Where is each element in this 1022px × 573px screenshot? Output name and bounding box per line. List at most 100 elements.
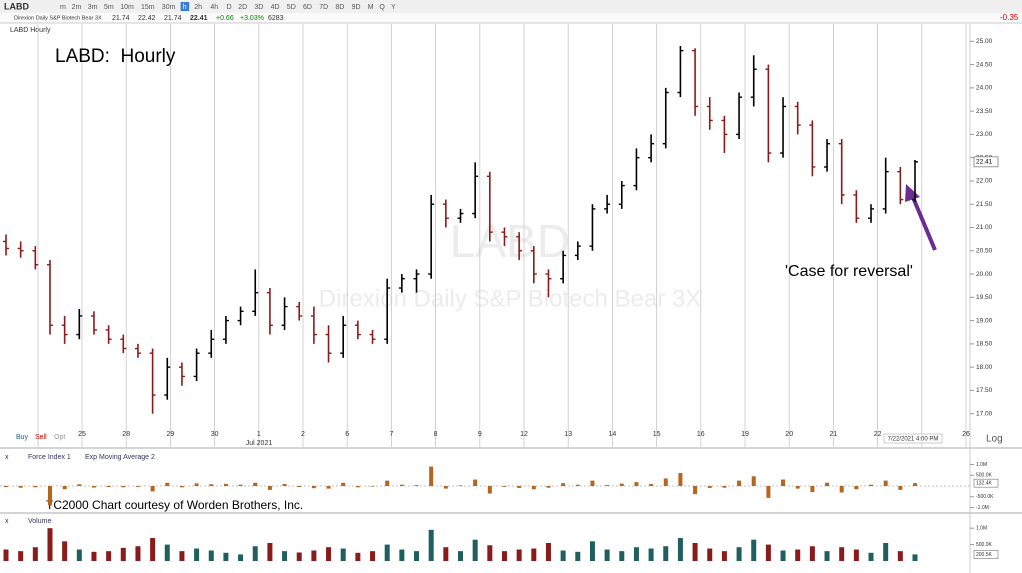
x-tick-label: 28	[122, 431, 130, 438]
volume-bar	[619, 551, 625, 561]
sell-button[interactable]: Sell	[35, 434, 47, 441]
log-button[interactable]: Log	[986, 434, 1003, 445]
volume-bar	[223, 552, 229, 561]
force-bar	[370, 486, 375, 487]
indicator-name[interactable]: Exp Moving Average 2	[85, 454, 155, 461]
timeframe[interactable]: 3m	[88, 4, 98, 11]
volume-bar	[106, 551, 112, 561]
x-tick-label: 15	[653, 431, 661, 438]
force-bar	[810, 486, 815, 493]
force-bar	[561, 483, 566, 486]
timeframe[interactable]: 10m	[120, 4, 134, 11]
volume-bar	[839, 547, 845, 561]
force-bar	[355, 486, 360, 488]
x-tick-label: 13	[564, 431, 572, 438]
timeframe-active	[180, 2, 190, 11]
y-tick-label: 20.00	[976, 271, 993, 278]
last-price-label: 22.41	[976, 159, 993, 166]
y-tick-label: 19.50	[976, 294, 993, 301]
y-tick-label: 21.50	[976, 201, 993, 208]
y-tick-label: 18.00	[976, 364, 993, 371]
volume-bar	[414, 551, 420, 561]
volume-bar	[370, 551, 376, 561]
time-label: 7/22/2021 4:00 PM	[888, 437, 939, 443]
timeframe[interactable]: 9D	[352, 4, 361, 11]
timeframe[interactable]: 2m	[72, 4, 82, 11]
quote-field: +3.03%	[240, 15, 264, 22]
volume-bar	[707, 548, 713, 561]
y-tick-label: 23.00	[976, 131, 993, 138]
close-button[interactable]: x	[5, 518, 9, 525]
x-tick-label: 6	[345, 431, 349, 438]
timeframe[interactable]: 5D	[287, 4, 296, 11]
timeframe[interactable]: Q	[379, 4, 385, 11]
timeframe[interactable]: 4h	[210, 4, 218, 11]
volume-bar	[340, 548, 346, 561]
x-tick-label: 21	[830, 431, 838, 438]
quote-field: 21.74	[164, 15, 182, 22]
volume-bar	[721, 551, 727, 561]
force-bar	[414, 485, 419, 486]
timeframe[interactable]: D	[227, 4, 232, 11]
force-bar	[722, 486, 727, 488]
force-bar	[825, 482, 830, 486]
y-tick-label: 500.0K	[976, 542, 993, 548]
timeframe[interactable]: 15m	[141, 4, 155, 11]
force-bar	[267, 486, 272, 490]
force-bar	[385, 480, 390, 486]
timeframe[interactable]: 30m	[162, 4, 176, 11]
force-bar	[487, 486, 492, 494]
volume-bar	[751, 539, 757, 561]
y-tick-label: 21.00	[976, 224, 993, 231]
volume-bar	[458, 551, 463, 561]
timeframe[interactable]: Y	[391, 4, 396, 11]
timeframe[interactable]: 6D	[303, 4, 312, 11]
force-bar	[649, 484, 654, 486]
force-bar	[4, 486, 8, 488]
force-bar	[341, 482, 346, 486]
force-bar	[135, 486, 140, 487]
force-bar	[91, 486, 96, 488]
volume-bar	[575, 551, 581, 561]
force-bar	[795, 486, 800, 489]
force-bar	[766, 486, 771, 498]
timeframe[interactable]: 7D	[319, 4, 328, 11]
annotation: 'Case for reversal'	[785, 263, 913, 280]
x-tick-label: 22	[874, 431, 882, 438]
force-bar	[282, 484, 287, 486]
annotation-title: LABD: Hourly	[55, 46, 176, 67]
timeframe[interactable]: 4D	[271, 4, 280, 11]
force-bar	[238, 484, 243, 486]
buy-button[interactable]: Buy	[16, 434, 29, 441]
force-bar	[473, 479, 478, 486]
force-bar	[311, 486, 316, 489]
indicator-name[interactable]: Volume	[28, 518, 51, 525]
timeframe[interactable]: 2h	[194, 4, 202, 11]
volume-bar	[560, 550, 566, 561]
y-tick-label: 19.00	[976, 317, 993, 324]
opt-button[interactable]: Opt	[54, 434, 65, 441]
volume-bar	[883, 542, 889, 561]
volume-bar	[3, 549, 9, 561]
force-bar	[546, 486, 551, 488]
timeframe[interactable]: 2D	[238, 4, 247, 11]
symbol[interactable]: LABD	[4, 1, 29, 11]
indicator-name[interactable]: Force Index 1	[28, 454, 71, 461]
timeframe[interactable]: 3D	[254, 4, 263, 11]
volume-bar	[692, 542, 698, 561]
volume-bar	[604, 549, 610, 561]
timeframe[interactable]: 8D	[335, 4, 344, 11]
timeframe[interactable]: m	[60, 4, 66, 11]
timeframe[interactable]: M	[368, 4, 374, 11]
volume-bar	[765, 544, 771, 561]
timeframe[interactable]: h	[183, 4, 187, 11]
time-box	[883, 433, 943, 444]
close-button[interactable]: x	[5, 454, 9, 461]
volume-bar	[194, 548, 200, 561]
force-bar	[707, 486, 712, 488]
timeframe[interactable]: 5m	[104, 4, 114, 11]
force-bar	[605, 485, 610, 486]
arrow-head	[905, 184, 920, 202]
volume-bar	[150, 538, 156, 561]
volume-bar	[443, 547, 449, 561]
